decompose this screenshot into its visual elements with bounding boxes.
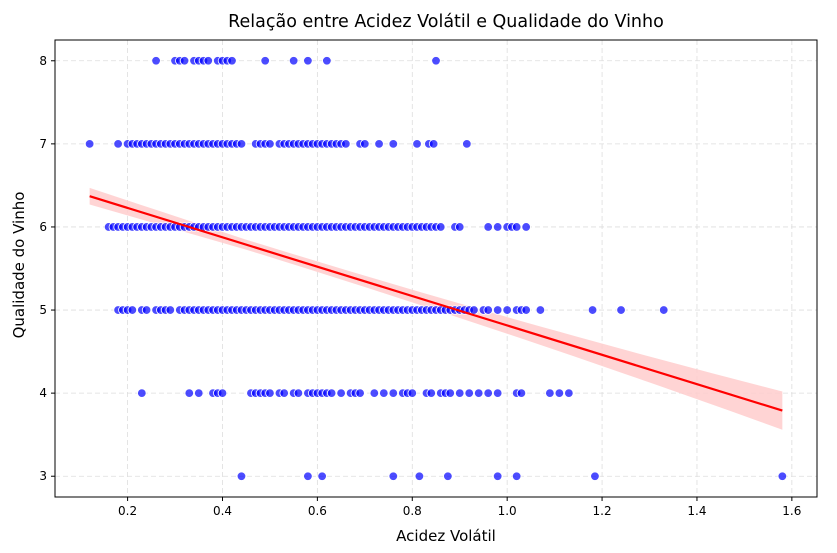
scatter-point: [379, 388, 389, 398]
scatter-point: [127, 305, 138, 315]
scatter-point: [777, 471, 788, 481]
scatter-point: [659, 305, 669, 315]
scatter-point: [217, 388, 228, 398]
scatter-point: [260, 56, 270, 66]
scatter-point: [483, 222, 493, 232]
scatter-point: [474, 388, 484, 398]
scatter-point: [227, 56, 237, 66]
scatter-point: [545, 388, 555, 398]
y-axis-ticks: 3 4 5 6 7 8: [39, 54, 55, 483]
scatter-point: [511, 222, 522, 232]
scatter-point: [511, 471, 522, 481]
x-tick-label: 1.4: [687, 504, 706, 518]
scatter-point: [388, 388, 398, 398]
scatter-point: [407, 388, 417, 398]
scatter-point: [203, 56, 213, 66]
scatter-point: [492, 471, 503, 481]
scatter-point: [436, 222, 446, 232]
scatter-point: [326, 388, 337, 398]
scatter-point: [455, 388, 465, 398]
scatter-point: [462, 139, 472, 149]
regression-line-layer: [89, 195, 783, 412]
scatter-point: [564, 388, 574, 398]
scatter-point: [303, 471, 313, 481]
scatter-point: [336, 388, 346, 398]
y-tick-label: 5: [39, 303, 47, 317]
scatter-point: [184, 388, 194, 398]
x-tick-label: 1.6: [782, 504, 801, 518]
scatter-point: [590, 471, 600, 481]
scatter-point: [469, 305, 479, 315]
scatter-point: [303, 56, 313, 66]
scatter-point: [151, 56, 161, 66]
x-tick-label: 0.4: [213, 504, 232, 518]
scatter-point: [360, 139, 370, 149]
scatter-point: [288, 56, 299, 66]
y-tick-label: 4: [39, 386, 47, 400]
scatter-point: [236, 139, 247, 149]
scatter-point: [412, 139, 422, 149]
scatter-point: [492, 305, 503, 315]
scatter-point: [516, 388, 527, 398]
scatter-point: [388, 471, 398, 481]
x-axis-ticks: 0.2 0.4 0.6 0.8 1.0 1.2 1.4 1.6: [118, 497, 801, 518]
scatter-point: [431, 56, 441, 66]
scatter-point: [279, 388, 289, 398]
scatter-point: [492, 388, 503, 398]
points-layer: [84, 56, 788, 481]
scatter-point: [236, 471, 247, 481]
scatter-point: [492, 222, 503, 232]
x-tick-label: 1.2: [593, 504, 612, 518]
scatter-point: [374, 139, 384, 149]
scatter-point: [84, 139, 95, 149]
scatter-point: [293, 388, 304, 398]
x-tick-label: 0.6: [308, 504, 327, 518]
regression-line: [89, 195, 783, 412]
scatter-point: [141, 305, 152, 315]
scatter-point: [587, 305, 598, 315]
scatter-point: [113, 139, 123, 149]
scatter-point: [483, 305, 493, 315]
scatter-point: [388, 139, 398, 149]
y-tick-label: 6: [39, 220, 47, 234]
x-tick-label: 1.0: [498, 504, 517, 518]
scatter-point: [194, 388, 204, 398]
scatter-point: [426, 388, 436, 398]
scatter-point: [521, 222, 531, 232]
x-tick-label: 0.8: [403, 504, 422, 518]
scatter-point: [179, 56, 190, 66]
scatter-point: [369, 388, 380, 398]
plot-frame: [54, 39, 818, 498]
scatter-point: [341, 139, 351, 149]
chart-title: Relação entre Acidez Volátil e Qualidade…: [228, 12, 664, 32]
scatter-point: [502, 305, 512, 315]
scatter-point: [322, 56, 332, 66]
scatter-point: [455, 222, 465, 232]
scatter-point: [414, 471, 425, 481]
scatter-point: [616, 305, 626, 315]
scatter-point: [355, 388, 365, 398]
x-axis-label: Acidez Volátil: [396, 527, 496, 545]
scatter-point: [464, 388, 474, 398]
y-axis-label: Qualidade do Vinho: [10, 192, 28, 339]
scatter-point: [521, 305, 531, 315]
scatter-point: [443, 471, 453, 481]
scatter-point: [265, 139, 275, 149]
y-tick-label: 3: [39, 469, 47, 483]
scatter-point: [554, 388, 565, 398]
scatter-point: [165, 305, 175, 315]
scatter-point: [137, 388, 147, 398]
scatter-point: [445, 388, 455, 398]
y-tick-label: 7: [39, 137, 47, 151]
scatter-point: [535, 305, 546, 315]
y-tick-label: 8: [39, 54, 47, 68]
scatter-point: [265, 388, 275, 398]
scatter-point: [483, 388, 493, 398]
x-tick-label: 0.2: [118, 504, 137, 518]
scatter-point: [428, 139, 439, 149]
scatter-point: [317, 471, 327, 481]
